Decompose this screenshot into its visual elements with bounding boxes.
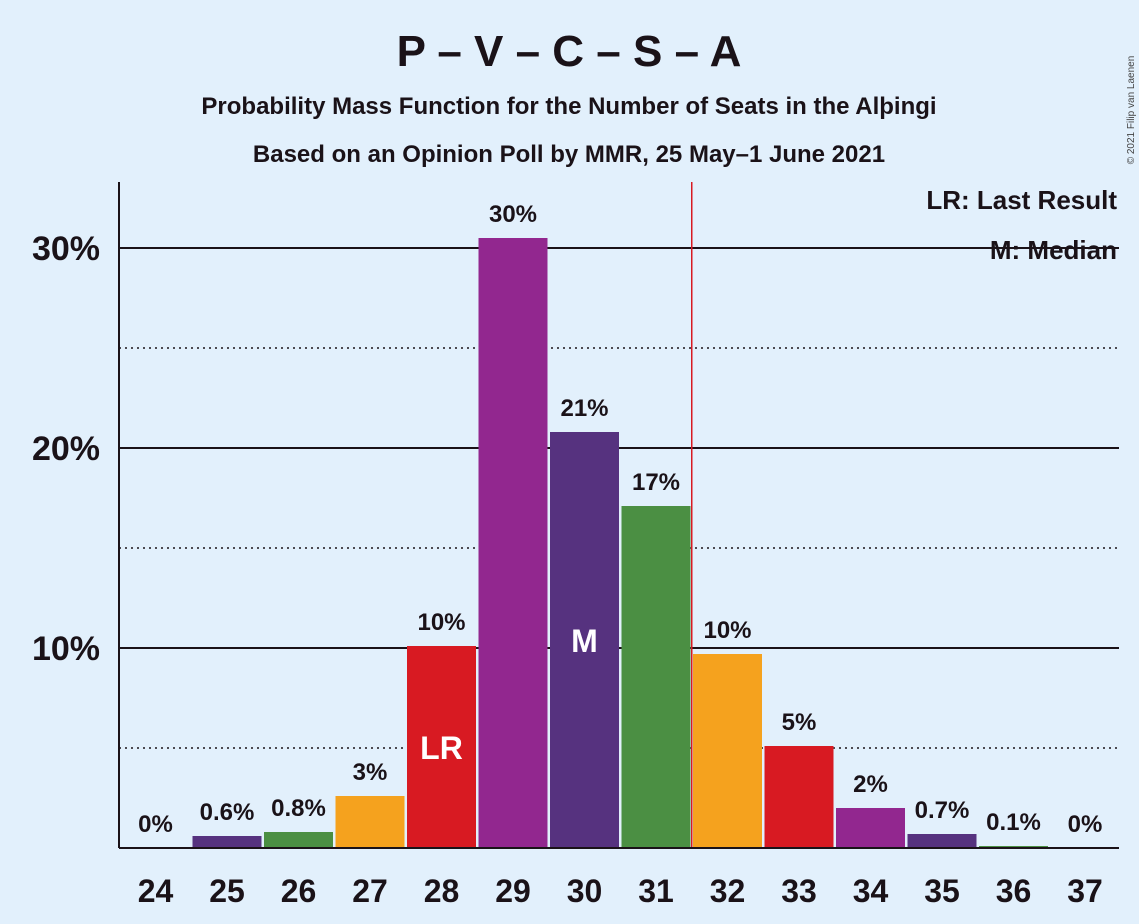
bar-seats-32	[693, 654, 762, 848]
bar-seats-28	[407, 646, 476, 848]
x-tick-label: 31	[638, 873, 674, 909]
x-tick-label: 25	[209, 873, 245, 909]
legend-median: M: Median	[990, 235, 1117, 265]
x-tick-label: 34	[853, 873, 889, 909]
axes	[118, 182, 1119, 849]
data-label-seats-37: 0%	[1068, 811, 1103, 838]
x-tick-label: 24	[138, 873, 174, 909]
data-label-seats-26: 0.8%	[271, 795, 326, 822]
data-label-seats-29: 30%	[489, 201, 537, 228]
bar-seats-25	[192, 836, 262, 848]
last-result-marker: LR	[420, 730, 463, 766]
data-label-seats-33: 5%	[782, 709, 817, 736]
x-tick-label: 27	[352, 873, 388, 909]
copyright-note: © 2021 Filip van Laenen	[1126, 56, 1137, 165]
x-tick-label: 28	[424, 873, 460, 909]
x-tick-label: 33	[781, 873, 817, 909]
data-label-seats-36: 0.1%	[986, 809, 1041, 836]
x-tick-label: 35	[924, 873, 960, 909]
data-label-seats-30: 21%	[560, 395, 608, 422]
data-label-seats-25: 0.6%	[200, 799, 255, 826]
legend-last-result: LR: Last Result	[926, 185, 1117, 215]
x-tick-label: 37	[1067, 873, 1103, 909]
x-tick-label: 32	[710, 873, 746, 909]
data-label-seats-24: 0%	[138, 811, 173, 838]
x-tick-label: 26	[281, 873, 317, 909]
data-label-seats-34: 2%	[853, 771, 888, 798]
y-tick-label: 30%	[32, 230, 100, 268]
x-tick-label: 30	[567, 873, 603, 909]
data-labels: 0% 24 0.6% 25 0.8% 26 3% 27 10% 28 LR 30% 29 21% 30 M 17…	[138, 201, 1103, 909]
chart-title: P – V – C – S – A	[397, 27, 742, 76]
bar-seats-29	[478, 238, 548, 848]
data-label-seats-35: 0.7%	[915, 797, 970, 824]
bar-seats-35	[907, 834, 977, 848]
chart-subtitle-1: Probability Mass Function for the Number…	[201, 93, 936, 120]
x-tick-label: 29	[495, 873, 531, 909]
chart-subtitle-2: Based on an Opinion Poll by MMR, 25 May–…	[253, 141, 885, 168]
y-tick-label: 10%	[32, 630, 100, 668]
data-label-seats-28: 10%	[417, 609, 465, 636]
x-tick-label: 36	[996, 873, 1032, 909]
y-tick-label: 20%	[32, 430, 100, 468]
bar-seats-26	[264, 832, 333, 848]
bars	[192, 238, 1048, 848]
data-label-seats-27: 3%	[353, 759, 388, 786]
median-marker: M	[571, 623, 598, 659]
bar-seats-33	[764, 746, 834, 848]
data-label-seats-32: 10%	[703, 617, 751, 644]
data-label-seats-31: 17%	[632, 469, 680, 496]
bar-seats-30	[550, 432, 619, 848]
bar-seats-27	[335, 796, 405, 848]
bar-seats-34	[836, 808, 905, 848]
bar-seats-31	[621, 506, 691, 848]
